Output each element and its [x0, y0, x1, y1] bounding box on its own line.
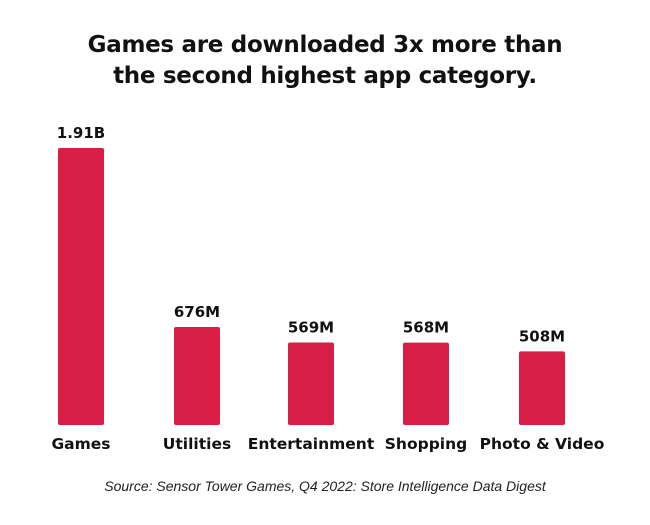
- bar-utilities: [174, 326, 220, 425]
- category-label-shopping: Shopping: [385, 435, 467, 453]
- chart-source-note: Source: Sensor Tower Games, Q4 2022: Sto…: [104, 478, 546, 494]
- chart-title-line-2: the second highest app category.: [113, 63, 537, 89]
- chart-title: Games are downloaded 3x more than the se…: [0, 30, 650, 92]
- bar-shopping: [403, 342, 449, 425]
- data-label-games: 1.91B: [57, 124, 105, 142]
- data-label-utilities: 676M: [174, 303, 220, 321]
- bar-photo-video: [519, 351, 565, 425]
- category-label-games: Games: [51, 435, 110, 453]
- bar-games: [58, 148, 104, 425]
- bar-entertainment: [288, 342, 334, 425]
- category-label-entertainment: Entertainment: [248, 435, 375, 453]
- data-label-entertainment: 569M: [288, 318, 334, 336]
- chart-title-line-1: Games are downloaded 3x more than: [87, 32, 563, 58]
- category-label-photo-video: Photo & Video: [480, 435, 605, 453]
- data-label-photo-video: 508M: [519, 327, 565, 345]
- category-label-utilities: Utilities: [163, 435, 231, 453]
- data-label-shopping: 568M: [403, 319, 449, 337]
